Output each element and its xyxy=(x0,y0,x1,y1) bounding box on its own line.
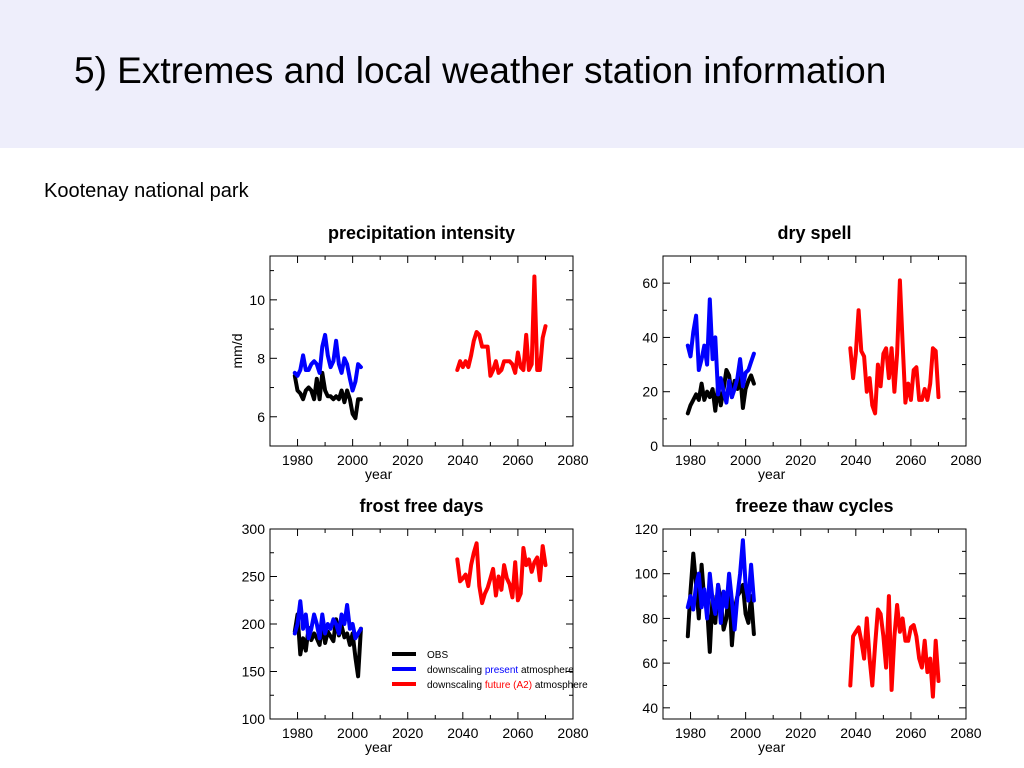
legend-label: downscaling present atmosphere xyxy=(427,665,574,676)
y-tick-label: 150 xyxy=(242,664,266,680)
series-line-future xyxy=(455,541,548,606)
chart-title: precipitation intensity xyxy=(328,223,515,243)
chart-precipitation-intensity: precipitation intensity 1980 2000 2020 2040 2… xyxy=(229,223,589,482)
y-tick-label: 300 xyxy=(242,521,266,537)
y-tick-label: 0 xyxy=(650,438,658,454)
plot-frame xyxy=(662,528,967,720)
y-tick-label: 60 xyxy=(642,655,658,671)
x-tick-label: 2060 xyxy=(895,452,926,468)
x-axis-label: year xyxy=(365,739,393,755)
y-tick-label: 100 xyxy=(635,566,659,582)
y-tick-label: 80 xyxy=(642,610,658,626)
y-tick-label: 6 xyxy=(257,409,265,425)
series-line-present xyxy=(685,538,756,632)
plot-frame xyxy=(662,255,967,447)
x-tick-label: 2060 xyxy=(502,725,533,741)
x-tick-label: 2040 xyxy=(840,452,871,468)
x-tick-label: 2000 xyxy=(337,452,368,468)
x-tick-label: 2000 xyxy=(730,725,761,741)
chart-title: frost free days xyxy=(359,496,483,516)
series-line-present xyxy=(292,599,363,641)
series-line-present xyxy=(292,332,363,393)
legend-label-part: OBS xyxy=(427,650,448,661)
series-line-obs xyxy=(292,612,363,679)
chart-freeze-thaw-cycles: freeze thaw cycles 1980 2000 2020 2040 2060 20… xyxy=(635,496,982,755)
slide-title: 5) Extremes and local weather station in… xyxy=(74,50,887,91)
chart-title: dry spell xyxy=(777,223,851,243)
chart-frost-free-days: frost free days 1980 2000 2020 2040 2060 2080 y… xyxy=(242,496,589,755)
chart-title: freeze thaw cycles xyxy=(735,496,893,516)
x-axis-label: year xyxy=(758,466,786,482)
x-tick-label: 1980 xyxy=(675,725,706,741)
plot-frame xyxy=(269,255,574,447)
legend-label-part: downscaling xyxy=(427,680,485,691)
y-tick-label: 40 xyxy=(642,700,658,716)
slide-subtitle: Kootenay national park xyxy=(44,180,249,202)
legend-label-part: atmosphere xyxy=(532,680,588,691)
series-line-future xyxy=(848,278,941,416)
x-tick-label: 1980 xyxy=(282,452,313,468)
legend-label-part: present xyxy=(485,665,519,676)
series-line-present xyxy=(685,297,756,405)
series-line-obs xyxy=(685,368,756,416)
x-tick-label: 2000 xyxy=(337,725,368,741)
series-line-future xyxy=(455,274,548,378)
series-line-obs xyxy=(292,370,363,421)
x-tick-label: 2080 xyxy=(557,725,588,741)
y-tick-label: 250 xyxy=(242,569,266,585)
x-tick-label: 2080 xyxy=(557,452,588,468)
x-tick-label: 2040 xyxy=(447,725,478,741)
y-tick-label: 10 xyxy=(249,292,265,308)
x-tick-label: 2000 xyxy=(730,452,761,468)
x-tick-label: 1980 xyxy=(675,452,706,468)
y-tick-label: 100 xyxy=(242,711,266,727)
y-tick-label: 8 xyxy=(257,350,265,366)
x-tick-label: 1980 xyxy=(282,725,313,741)
x-tick-label: 2060 xyxy=(895,725,926,741)
legend-label-part: future (A2) xyxy=(485,680,532,691)
legend-label: OBS xyxy=(427,650,448,661)
x-tick-label: 2060 xyxy=(502,452,533,468)
y-tick-label: 120 xyxy=(635,521,659,537)
x-tick-label: 2020 xyxy=(785,452,816,468)
legend-label-part: atmosphere xyxy=(518,665,574,676)
legend-label: downscaling future (A2) atmosphere xyxy=(427,680,588,691)
y-tick-label: 20 xyxy=(642,384,658,400)
x-axis-label: year xyxy=(758,739,786,755)
slide-header xyxy=(0,0,1024,148)
x-tick-label: 2080 xyxy=(950,452,981,468)
y-tick-label: 40 xyxy=(642,329,658,345)
legend-label-part: downscaling xyxy=(427,665,485,676)
y-tick-label: 60 xyxy=(642,275,658,291)
y-tick-label: 200 xyxy=(242,616,266,632)
x-tick-label: 2040 xyxy=(447,452,478,468)
x-tick-label: 2040 xyxy=(840,725,871,741)
x-tick-label: 2080 xyxy=(950,725,981,741)
y-axis-label: mm/d xyxy=(229,334,245,369)
x-axis-label: year xyxy=(365,466,393,482)
x-tick-label: 2020 xyxy=(392,725,423,741)
x-tick-label: 2020 xyxy=(785,725,816,741)
x-tick-label: 2020 xyxy=(392,452,423,468)
series-line-future xyxy=(848,594,941,699)
